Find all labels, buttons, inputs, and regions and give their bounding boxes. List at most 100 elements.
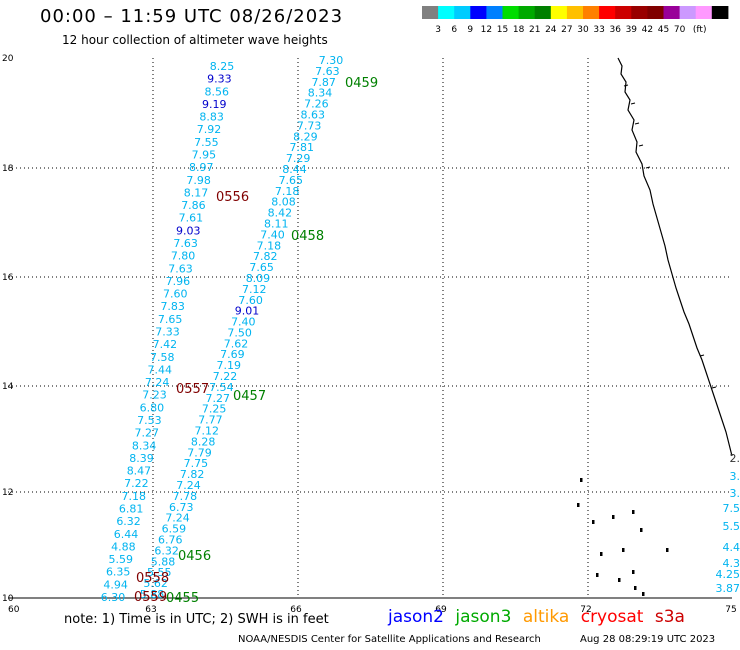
wave-height-value: 6.30 <box>101 591 126 604</box>
island-mark <box>642 592 645 596</box>
wave-height-value: 7.27 <box>134 427 159 440</box>
latitude-tick-label: 12 <box>2 488 13 498</box>
wave-height-value: 8.08 <box>271 196 296 209</box>
wave-height-value: 9.33 <box>207 73 232 86</box>
wave-height-value: 5.5 <box>723 520 740 533</box>
wave-height-value: 8.17 <box>184 186 209 199</box>
island-mark <box>632 570 635 574</box>
latitude-tick-label: 10 <box>2 594 14 604</box>
wave-height-value: 5.62 <box>143 577 168 590</box>
color-scale-label: 36 <box>609 25 621 35</box>
track-left: 8.259.338.569.198.837.927.557.958.977.98… <box>101 60 235 604</box>
wave-height-value: 8.09 <box>246 272 271 285</box>
wave-height-value: 7.18 <box>257 239 282 252</box>
wave-height-value: 7.53 <box>137 414 162 427</box>
wave-height-value: 7.22 <box>213 370 238 383</box>
color-swatch <box>486 6 503 19</box>
wave-height-value: 7.60 <box>238 294 263 307</box>
coastline-inlet <box>634 122 640 125</box>
wave-height-value: 6.80 <box>140 401 165 414</box>
color-scale-label: 12 <box>481 25 492 35</box>
wave-height-value: 5.88 <box>140 588 165 601</box>
wave-height-value: 7.5 <box>723 502 740 515</box>
wave-height-value: 7.78 <box>173 490 198 503</box>
wave-height-value: 6.59 <box>162 523 187 536</box>
wave-height-value: 6.44 <box>114 528 139 541</box>
pass-time-label: 0455 <box>166 591 199 606</box>
wave-height-value: 7.63 <box>168 262 193 275</box>
longitude-tick-label: 66 <box>290 605 302 615</box>
coastline-inlet <box>699 354 705 357</box>
wave-height-value: 7.24 <box>176 479 201 492</box>
wave-height-value: 7.80 <box>171 250 196 263</box>
wave-height-value: 7.58 <box>150 351 175 364</box>
latitude-tick-label: 20 <box>2 54 14 64</box>
wave-height-value: 4.88 <box>111 540 136 553</box>
islands <box>577 478 669 596</box>
wave-height-value: 5.88 <box>151 555 176 568</box>
color-swatch <box>550 6 568 19</box>
wave-height-value: 7.18 <box>275 185 300 198</box>
wave-height-value: 7.73 <box>297 119 322 132</box>
wave-height-value: 2. <box>730 452 740 465</box>
color-swatch <box>454 6 471 19</box>
wave-height-value: 7.96 <box>166 275 191 288</box>
wave-height-value: 3. <box>730 470 740 483</box>
color-scale-label: 27 <box>561 25 572 35</box>
island-mark <box>600 552 603 556</box>
wave-height-value: 7.33 <box>155 326 180 339</box>
wave-height-value: 7.12 <box>242 283 267 296</box>
latitude-tick-label: 14 <box>2 382 14 392</box>
color-swatch <box>615 6 632 19</box>
wave-height-value: 8.28 <box>191 435 216 448</box>
color-scale-label: 9 <box>467 25 473 35</box>
wave-height-value: 8.83 <box>199 111 224 124</box>
wave-height-value: 8.34 <box>132 439 157 452</box>
pass-time-label: 0557 <box>176 382 209 397</box>
wave-height-value: 7.40 <box>260 228 285 241</box>
color-swatch <box>631 6 648 19</box>
color-swatch <box>711 6 729 19</box>
mission-jason3: jason3 <box>455 607 512 627</box>
wave-height-value: 7.44 <box>147 363 172 376</box>
wave-height-value: 8.11 <box>264 217 289 230</box>
island-mark <box>596 573 599 577</box>
longitude-tick-label: 63 <box>145 605 156 615</box>
coastline-inlet <box>623 84 629 87</box>
wave-height-value: 7.69 <box>220 348 245 361</box>
mission-cryosat: cryosat <box>580 607 644 627</box>
wave-height-value: 3.87 <box>716 582 740 595</box>
color-swatch <box>502 6 520 19</box>
island-mark <box>577 503 580 507</box>
wave-height-value: 8.25 <box>210 60 235 73</box>
island-mark <box>634 586 637 590</box>
track-right: 7.307.637.878.347.268.637.738.297.817.29… <box>140 54 344 601</box>
color-swatch <box>599 6 616 19</box>
map-gridlines <box>8 58 732 598</box>
wave-height-value: 6.76 <box>158 534 183 547</box>
island-mark <box>580 478 583 482</box>
wave-height-value: 7.29 <box>286 152 311 165</box>
wave-height-value: 7.54 <box>209 381 234 394</box>
island-mark <box>618 578 621 582</box>
color-scale-label: 42 <box>642 25 653 35</box>
wave-height-value: 7.65 <box>279 174 304 187</box>
wave-height-value: 7.77 <box>198 414 223 427</box>
island-mark <box>640 528 643 532</box>
color-swatch <box>663 6 681 19</box>
wave-height-value: 7.82 <box>180 468 205 481</box>
wave-height-value: 7.95 <box>192 149 217 162</box>
color-swatch <box>534 6 552 19</box>
island-mark <box>666 548 669 552</box>
wave-height-value: 7.60 <box>163 288 188 301</box>
wave-height-value: 7.24 <box>145 376 170 389</box>
wave-height-value: 7.63 <box>315 65 340 78</box>
wave-height-value: 6.81 <box>119 503 144 516</box>
color-swatch <box>583 6 600 19</box>
color-swatch <box>679 6 697 19</box>
wave-height-value: 8.34 <box>308 87 333 100</box>
wave-height-value: 8.63 <box>300 108 325 121</box>
latitude-tick-label: 18 <box>2 164 14 174</box>
